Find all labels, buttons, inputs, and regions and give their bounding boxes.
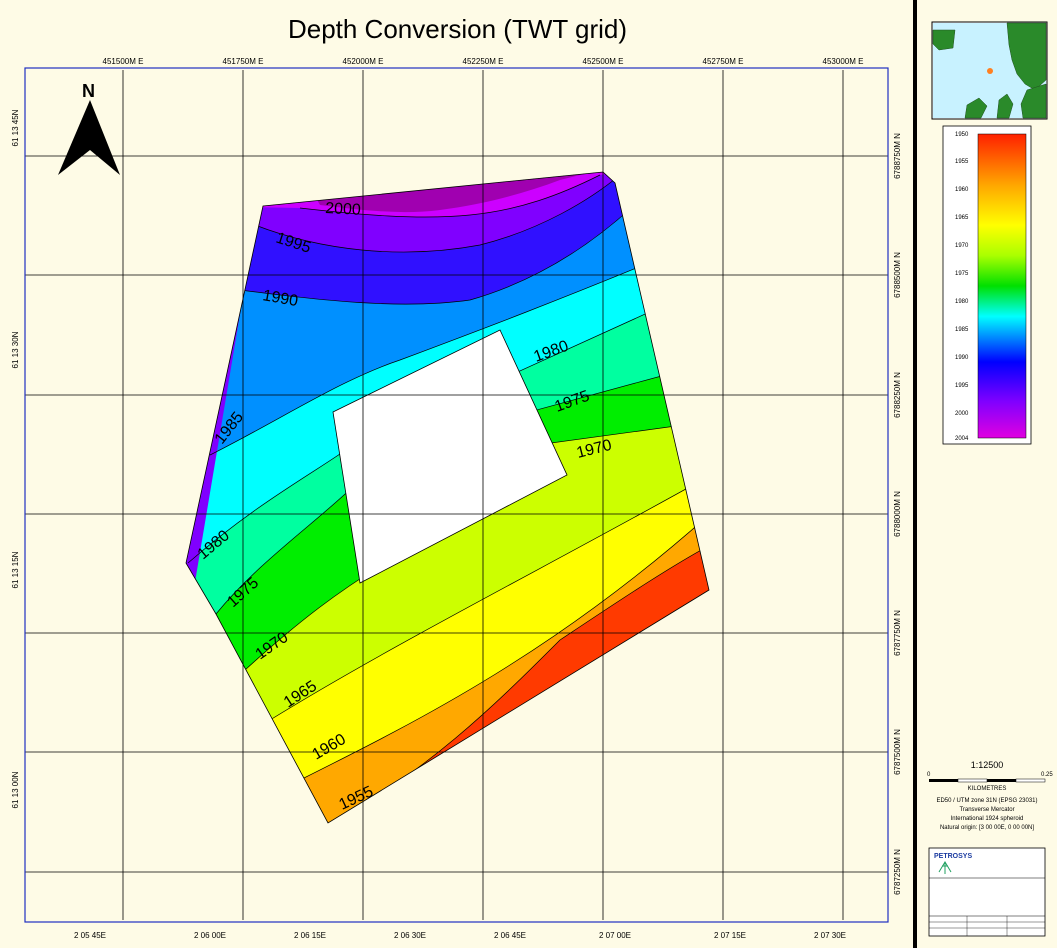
colorbar-tick: 1970 bbox=[955, 243, 969, 249]
projection-info: ED50 / UTM zone 31N (EPSG 23031) Transve… bbox=[936, 798, 1037, 831]
colorbar-tick: 1975 bbox=[955, 271, 969, 277]
tick-bottom: 2 06 45E bbox=[494, 931, 526, 940]
tick-right: 6787500M N bbox=[893, 729, 902, 775]
contour-label: 2000 bbox=[325, 200, 362, 219]
map-title: Depth Conversion (TWT grid) bbox=[287, 14, 628, 44]
scale-right-value: 0.25 bbox=[1041, 772, 1053, 778]
location-marker-icon bbox=[987, 68, 993, 74]
scale-bar: 1:12500 0 0.25 KILOMETRES bbox=[927, 760, 1053, 792]
tick-bottom: 2 05 45E bbox=[74, 931, 106, 940]
colorbar-ticks: 1950 1955 1960 1965 1970 1975 1980 1985 … bbox=[955, 132, 969, 442]
colorbar: 1950 1955 1960 1965 1970 1975 1980 1985 … bbox=[942, 125, 1032, 445]
tick-top: 453000M E bbox=[823, 57, 864, 66]
tick-bottom: 2 06 30E bbox=[394, 931, 426, 940]
petrosys-logo-icon bbox=[938, 861, 952, 874]
scale-unit: KILOMETRES bbox=[968, 786, 1007, 792]
side-panel: 1950 1955 1960 1965 1970 1975 1980 1985 … bbox=[927, 21, 1053, 937]
tick-top: 451750M E bbox=[223, 57, 264, 66]
tick-bottom: 2 07 00E bbox=[599, 931, 631, 940]
projection-line: International 1924 spheroid bbox=[951, 816, 1024, 822]
projection-line: Transverse Mercator bbox=[959, 807, 1014, 813]
tick-right: 6788000M N bbox=[893, 491, 902, 537]
colorbar-tick: 1980 bbox=[955, 299, 969, 305]
top-ticks: 451500M E 451750M E 452000M E 452250M E … bbox=[103, 57, 864, 66]
tick-right: 6788500M N bbox=[893, 252, 902, 298]
tick-bottom: 2 07 30E bbox=[814, 931, 846, 940]
projection-line: ED50 / UTM zone 31N (EPSG 23031) bbox=[936, 798, 1037, 804]
location-inset bbox=[931, 21, 1048, 120]
right-ticks: 6788750M N 6788500M N 6788250M N 6788000… bbox=[893, 133, 902, 895]
tick-bottom: 2 06 00E bbox=[194, 931, 226, 940]
grid-lines bbox=[25, 70, 888, 920]
map-frame: N 451500M E 451750M E 452000M E 452250M … bbox=[11, 57, 902, 940]
contour-lines bbox=[187, 174, 709, 823]
tick-top: 451500M E bbox=[103, 57, 144, 66]
panel-divider bbox=[913, 0, 917, 948]
tick-right: 6788750M N bbox=[893, 133, 902, 179]
tick-bottom: 2 06 15E bbox=[294, 931, 326, 940]
tick-bottom: 2 07 15E bbox=[714, 931, 746, 940]
scale-ratio: 1:12500 bbox=[971, 760, 1004, 770]
scale-left-value: 0 bbox=[927, 772, 931, 778]
colorbar-tick: 1950 bbox=[955, 132, 969, 138]
tick-right: 6787250M N bbox=[893, 849, 902, 895]
north-label: N bbox=[82, 81, 95, 101]
colorbar-tick: 2004 bbox=[955, 436, 969, 442]
north-arrow-icon: N bbox=[58, 81, 120, 175]
tick-top: 452250M E bbox=[463, 57, 504, 66]
colorbar-tick: 2000 bbox=[955, 411, 969, 417]
colorbar-tick: 1960 bbox=[955, 187, 969, 193]
colorbar-ramp bbox=[977, 133, 1027, 439]
tick-right: 6787750M N bbox=[893, 610, 902, 656]
tick-top: 452500M E bbox=[583, 57, 624, 66]
tick-top: 452000M E bbox=[343, 57, 384, 66]
tick-left: 61 13 15N bbox=[11, 551, 20, 588]
colorbar-tick: 1995 bbox=[955, 383, 969, 389]
left-ticks: 61 13 45N 61 13 30N 61 13 15N 61 13 00N bbox=[11, 109, 20, 808]
projection-line: Natural origin: [3 00 00E, 0 00 00N] bbox=[940, 825, 1034, 831]
tick-left: 61 13 00N bbox=[11, 771, 20, 808]
contour-label: 1990 bbox=[261, 287, 299, 310]
bottom-ticks: 2 05 45E 2 06 00E 2 06 15E 2 06 30E 2 06… bbox=[74, 931, 846, 940]
petrosys-logo: PETROSYS bbox=[934, 853, 972, 860]
tick-right: 6788250M N bbox=[893, 372, 902, 418]
colorbar-tick: 1965 bbox=[955, 215, 969, 221]
tick-left: 61 13 45N bbox=[11, 109, 20, 146]
data-hole bbox=[332, 329, 568, 584]
colorbar-tick: 1955 bbox=[955, 159, 969, 165]
tick-top: 452750M E bbox=[703, 57, 744, 66]
colorbar-tick: 1990 bbox=[955, 355, 969, 361]
title-block: PETROSYS bbox=[928, 847, 1046, 937]
tick-left: 61 13 30N bbox=[11, 331, 20, 368]
map-border bbox=[24, 67, 889, 923]
colorbar-tick: 1985 bbox=[955, 327, 969, 333]
survey-outline bbox=[185, 171, 710, 824]
